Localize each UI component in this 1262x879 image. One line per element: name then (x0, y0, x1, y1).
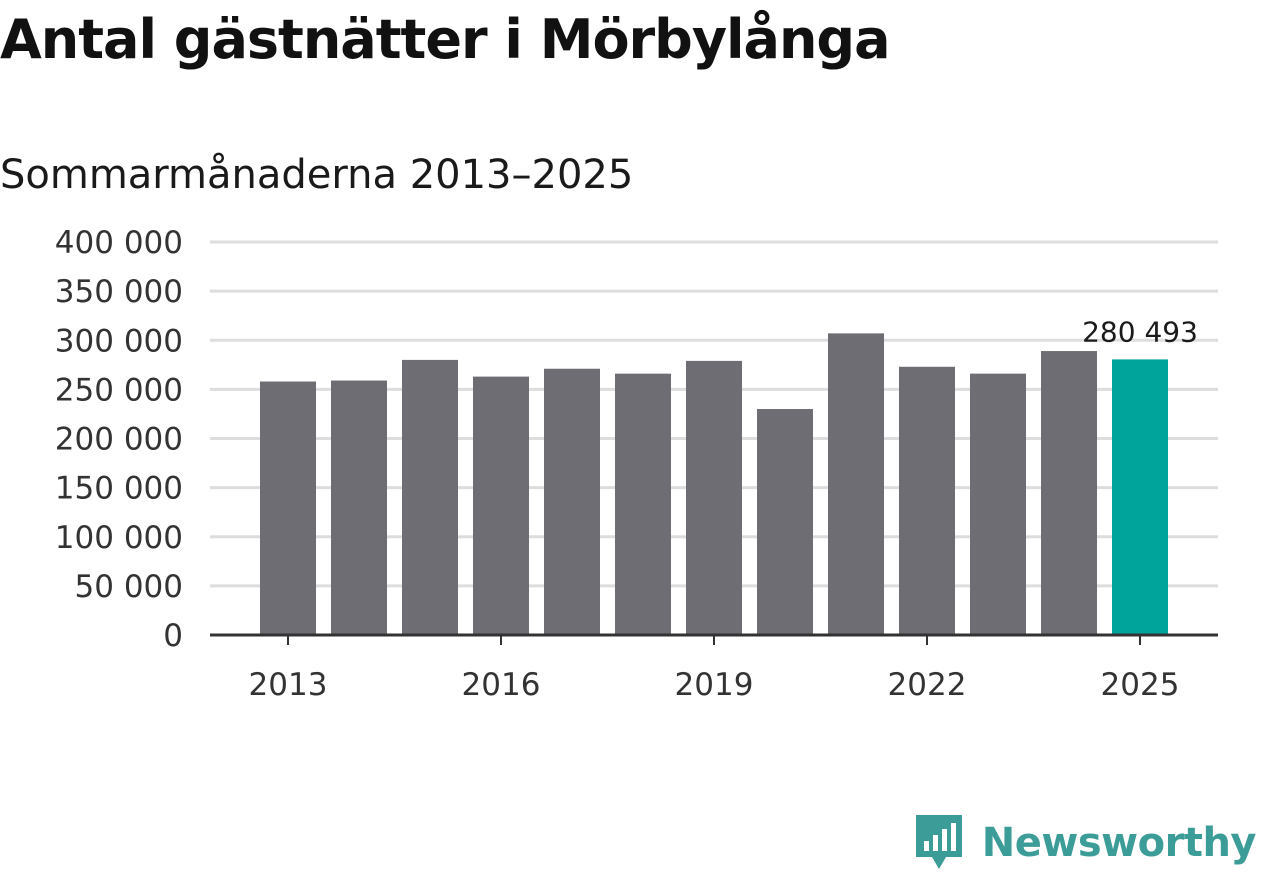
bar-2024 (1041, 351, 1097, 635)
x-tick-label: 2022 (888, 667, 967, 703)
y-tick-label: 350 000 (55, 274, 183, 310)
y-tick-label: 200 000 (55, 422, 183, 458)
bar-2017 (544, 368, 600, 635)
newsworthy-logo-icon (915, 815, 962, 869)
bar-2020 (757, 409, 813, 635)
y-axis-labels: 0 50 000 100 000 150 000 200 000 250 000 300 0… (55, 225, 183, 654)
bar-2016 (473, 376, 529, 635)
y-tick-label: 300 000 (55, 323, 183, 359)
y-tick-label: 50 000 (75, 569, 183, 605)
x-axis (210, 633, 1218, 645)
bar-2019 (686, 360, 742, 635)
bar-2015 (402, 359, 458, 635)
chart-subtitle: Sommarmånaderna 2013–2025 (0, 152, 634, 198)
y-tick-label: 400 000 (55, 225, 183, 261)
x-tick-label: 2019 (675, 667, 754, 703)
bars (260, 333, 1168, 635)
x-tick-label: 2016 (462, 667, 541, 703)
data-label: 280 493 (1082, 315, 1198, 348)
chart-title: Antal gästnätter i Mörbylånga (0, 8, 891, 71)
bar-2023 (970, 373, 1026, 635)
annotations: 280 493 (1082, 315, 1198, 348)
brand-logo: Newsworthy (914, 813, 1257, 873)
bar-2021 (828, 333, 884, 635)
y-tick-label: 100 000 (55, 520, 183, 556)
y-tick-label: 0 (163, 618, 183, 654)
y-tick-label: 150 000 (55, 471, 183, 507)
bar-2025 (1112, 359, 1168, 635)
brand-name: Newsworthy (981, 820, 1257, 866)
bar-2018 (615, 373, 671, 635)
x-tick-label: 2013 (249, 667, 328, 703)
x-tick-label: 2025 (1101, 667, 1180, 703)
bar-2022 (899, 366, 955, 635)
y-tick-label: 250 000 (55, 372, 183, 408)
x-axis-labels: 2013 2016 2019 2022 2025 (249, 667, 1180, 703)
bar-2014 (331, 380, 387, 635)
bar-2013 (260, 381, 316, 635)
